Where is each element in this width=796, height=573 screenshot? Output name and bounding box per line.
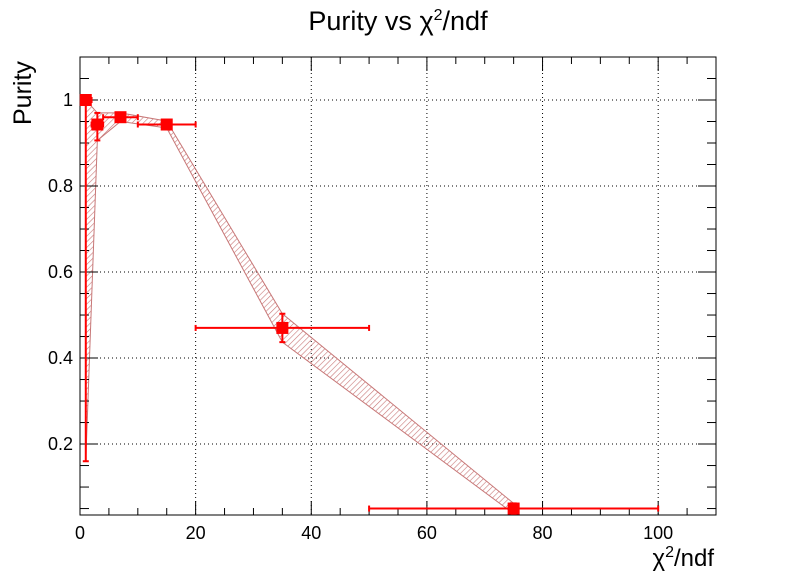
y-tick-label: 1 xyxy=(63,90,73,110)
data-point xyxy=(102,111,139,124)
tick-labels: 0 20 40 60 80 100 0.2 0.4 0.6 0.8 1 xyxy=(48,90,673,543)
y-tick-label: 0.2 xyxy=(48,434,73,454)
x-tick-label: 0 xyxy=(75,523,85,543)
data-points xyxy=(79,94,660,515)
square-marker xyxy=(79,94,92,107)
x-tick-label: 40 xyxy=(301,523,321,543)
chart-title: Purity vs χ2/ndf xyxy=(308,6,488,36)
x-tick-label: 60 xyxy=(417,523,437,543)
x-tick-label: 100 xyxy=(643,523,673,543)
y-tick-label: 0.4 xyxy=(48,348,73,368)
error-band xyxy=(85,98,515,515)
y-tick-label: 0.8 xyxy=(48,176,73,196)
y-tick-label: 0.6 xyxy=(48,262,73,282)
square-marker xyxy=(114,111,127,124)
square-marker xyxy=(91,118,104,131)
data-point xyxy=(194,312,371,344)
error-band-fill xyxy=(85,98,515,515)
x-tick-label: 80 xyxy=(533,523,553,543)
axis-ticks xyxy=(79,56,717,515)
square-marker xyxy=(160,118,173,131)
x-axis-label: χ2/ndf xyxy=(652,544,714,573)
square-marker xyxy=(276,321,289,334)
x-tick-label: 20 xyxy=(186,523,206,543)
grid xyxy=(80,57,716,515)
data-point xyxy=(136,118,197,131)
plot-frame xyxy=(79,56,717,516)
square-marker xyxy=(507,502,520,515)
data-point xyxy=(79,94,93,463)
data-point xyxy=(90,111,105,142)
data-point xyxy=(368,502,660,515)
